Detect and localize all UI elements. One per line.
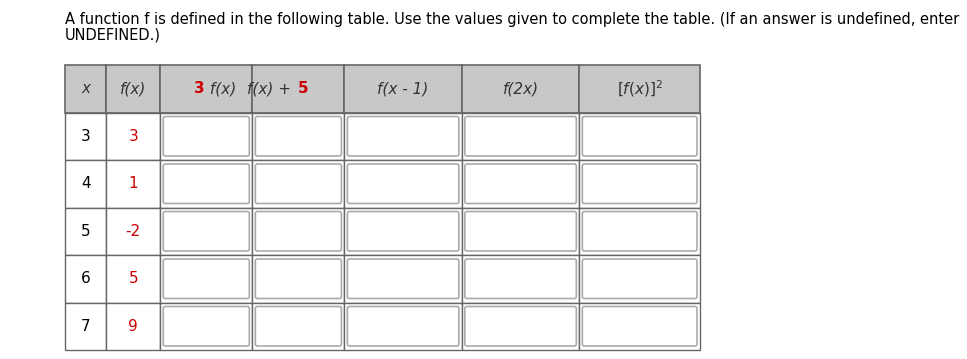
- FancyBboxPatch shape: [163, 117, 249, 156]
- FancyBboxPatch shape: [582, 211, 697, 251]
- Text: f(x) +: f(x) +: [248, 81, 296, 96]
- Bar: [579, 255, 700, 303]
- Text: 1: 1: [129, 176, 138, 191]
- FancyBboxPatch shape: [465, 164, 576, 204]
- Text: 5: 5: [298, 81, 308, 96]
- Bar: [65, 303, 106, 350]
- Bar: [344, 303, 462, 350]
- FancyBboxPatch shape: [163, 164, 249, 204]
- Bar: [579, 160, 700, 208]
- Text: f(x): f(x): [120, 81, 146, 96]
- Bar: [65, 160, 106, 208]
- Bar: [344, 208, 462, 255]
- Text: 9: 9: [129, 319, 138, 334]
- Bar: [344, 112, 462, 160]
- Bar: [252, 160, 344, 208]
- Text: 7: 7: [81, 319, 91, 334]
- FancyBboxPatch shape: [163, 259, 249, 298]
- Text: -2: -2: [126, 224, 141, 239]
- FancyBboxPatch shape: [347, 259, 459, 298]
- FancyBboxPatch shape: [255, 307, 341, 346]
- Bar: [462, 303, 579, 350]
- FancyBboxPatch shape: [255, 211, 341, 251]
- Bar: [65, 208, 106, 255]
- Bar: [161, 65, 252, 112]
- Bar: [462, 65, 579, 112]
- Bar: [106, 208, 161, 255]
- Bar: [252, 112, 344, 160]
- Bar: [462, 255, 579, 303]
- Bar: [252, 208, 344, 255]
- Bar: [106, 160, 161, 208]
- FancyBboxPatch shape: [255, 259, 341, 298]
- Bar: [344, 255, 462, 303]
- Bar: [252, 65, 344, 112]
- FancyBboxPatch shape: [163, 307, 249, 346]
- Bar: [161, 112, 252, 160]
- Text: f(x - 1): f(x - 1): [377, 81, 428, 96]
- Text: f(2x): f(2x): [503, 81, 539, 96]
- Text: A function f is defined in the following table. Use the values given to complete: A function f is defined in the following…: [65, 12, 959, 27]
- Bar: [579, 303, 700, 350]
- Text: 3: 3: [129, 129, 138, 144]
- Bar: [161, 255, 252, 303]
- Bar: [106, 112, 161, 160]
- FancyBboxPatch shape: [465, 259, 576, 298]
- FancyBboxPatch shape: [582, 307, 697, 346]
- FancyBboxPatch shape: [582, 259, 697, 298]
- Bar: [106, 303, 161, 350]
- FancyBboxPatch shape: [347, 307, 459, 346]
- Text: 5: 5: [81, 224, 91, 239]
- Bar: [252, 255, 344, 303]
- FancyBboxPatch shape: [347, 164, 459, 204]
- FancyBboxPatch shape: [347, 117, 459, 156]
- Text: f(x): f(x): [205, 81, 237, 96]
- Bar: [106, 255, 161, 303]
- Text: 5: 5: [129, 271, 138, 286]
- FancyBboxPatch shape: [255, 117, 341, 156]
- Bar: [579, 208, 700, 255]
- Text: x: x: [81, 81, 90, 96]
- FancyBboxPatch shape: [465, 211, 576, 251]
- Bar: [579, 112, 700, 160]
- Text: UNDEFINED.): UNDEFINED.): [65, 28, 161, 43]
- FancyBboxPatch shape: [582, 117, 697, 156]
- FancyBboxPatch shape: [163, 211, 249, 251]
- Text: 4: 4: [81, 176, 91, 191]
- Bar: [161, 303, 252, 350]
- Bar: [65, 65, 106, 112]
- Bar: [344, 65, 462, 112]
- Text: $[f(x)]^2$: $[f(x)]^2$: [617, 78, 662, 99]
- FancyBboxPatch shape: [347, 211, 459, 251]
- Bar: [344, 160, 462, 208]
- FancyBboxPatch shape: [465, 307, 576, 346]
- Bar: [462, 112, 579, 160]
- Bar: [252, 303, 344, 350]
- Bar: [579, 65, 700, 112]
- Bar: [161, 208, 252, 255]
- Text: 3: 3: [193, 81, 204, 96]
- FancyBboxPatch shape: [582, 164, 697, 204]
- FancyBboxPatch shape: [255, 164, 341, 204]
- Bar: [106, 65, 161, 112]
- Bar: [65, 112, 106, 160]
- Bar: [462, 160, 579, 208]
- Bar: [161, 160, 252, 208]
- Text: 3: 3: [81, 129, 91, 144]
- Bar: [65, 255, 106, 303]
- Text: 6: 6: [81, 271, 91, 286]
- Bar: [462, 208, 579, 255]
- FancyBboxPatch shape: [465, 117, 576, 156]
